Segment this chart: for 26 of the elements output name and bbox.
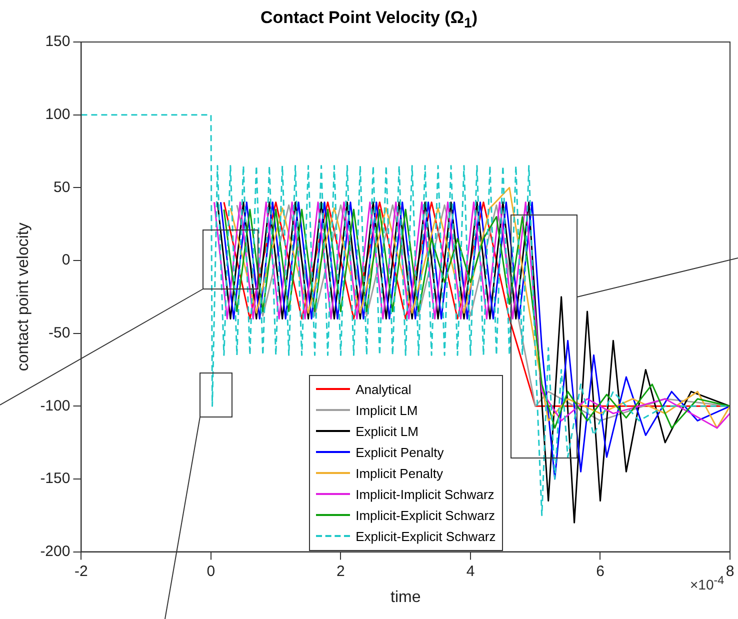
legend-label: Implicit LM [356, 402, 418, 418]
chart-title: Contact Point Velocity (Ω$_{1}$) [259, 8, 479, 32]
y-tick-label: -200 [40, 542, 70, 560]
legend-label: Implicit-Implicit Schwarz [356, 486, 494, 502]
y-tick-label: -50 [48, 324, 70, 342]
x-tick-label: 2 [336, 562, 345, 580]
y-tick-label: 50 [54, 178, 70, 196]
y-tick-label: 0 [62, 252, 70, 269]
x-axis-title: time [390, 588, 421, 606]
y-tick-label: -150 [40, 470, 70, 488]
x-tick-label: -2 [74, 562, 88, 580]
x-tick-label: 6 [596, 562, 604, 580]
legend-label: Explicit LM [356, 424, 418, 439]
y-tick-label: 150 [45, 33, 70, 50]
x-tick-label: 8 [726, 562, 734, 580]
legend-label: Analytical [356, 382, 412, 397]
y-tick-label: -100 [40, 397, 70, 414]
x-tick-label: 0 [206, 562, 216, 580]
legend-label: Implicit-Explicit Schwarz [356, 508, 496, 523]
legend-label: Implicit Penalty [356, 466, 444, 481]
y-axis-title: contact point velocity [15, 222, 32, 372]
y-tick-label: 100 [45, 106, 70, 123]
x-tick-label: 4 [466, 562, 475, 580]
legend-label: Explicit Penalty [356, 444, 444, 460]
legend-label: Explicit-Explicit Schwarz [356, 528, 496, 544]
text: ×10$^{-4}$ [690, 574, 724, 592]
